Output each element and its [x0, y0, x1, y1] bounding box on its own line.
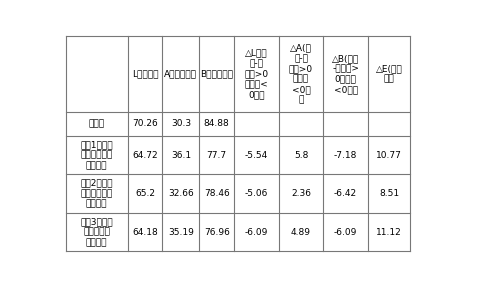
Text: △B(样品
-标样）>
0偏黄，
<0偏绿: △B(样品 -标样）> 0偏黄， <0偏绿 — [332, 54, 359, 94]
Text: 10.77: 10.77 — [376, 151, 402, 160]
Text: 64.72: 64.72 — [132, 151, 158, 160]
Text: △E(色差
值）: △E(色差 值） — [376, 64, 402, 84]
Text: 32.66: 32.66 — [168, 189, 194, 198]
Text: △L（样
品-标
样）>0
偏浅，<
0偏深: △L（样 品-标 样）>0 偏浅，< 0偏深 — [244, 49, 268, 99]
Text: 11.12: 11.12 — [376, 228, 402, 237]
Text: 76.96: 76.96 — [204, 228, 230, 237]
Text: L（深度）: L（深度） — [132, 69, 158, 79]
Text: 样品1（先加
高分子，后加
小分子）: 样品1（先加 高分子，后加 小分子） — [80, 140, 113, 170]
Text: -6.09: -6.09 — [334, 228, 357, 237]
Text: -6.09: -6.09 — [245, 228, 268, 237]
Text: -6.42: -6.42 — [334, 189, 357, 198]
Text: 78.46: 78.46 — [204, 189, 230, 198]
Text: 8.51: 8.51 — [379, 189, 399, 198]
Text: 标准样: 标准样 — [88, 120, 104, 128]
Text: 65.2: 65.2 — [135, 189, 155, 198]
Text: -5.06: -5.06 — [245, 189, 268, 198]
Text: 35.19: 35.19 — [168, 228, 194, 237]
Text: B（黄、兰）: B（黄、兰） — [200, 69, 233, 79]
Text: 77.7: 77.7 — [206, 151, 227, 160]
Text: -7.18: -7.18 — [334, 151, 357, 160]
Text: 84.88: 84.88 — [204, 120, 230, 128]
Text: 64.18: 64.18 — [132, 228, 158, 237]
Text: A（红、绿）: A（红、绿） — [164, 69, 198, 79]
Text: 70.26: 70.26 — [132, 120, 158, 128]
Text: 样品3（小分
子和高分子
一起加）: 样品3（小分 子和高分子 一起加） — [80, 217, 113, 247]
Text: 5.8: 5.8 — [294, 151, 308, 160]
Text: 4.89: 4.89 — [291, 228, 311, 237]
Text: 2.36: 2.36 — [291, 189, 311, 198]
Text: -5.54: -5.54 — [245, 151, 268, 160]
Text: 36.1: 36.1 — [171, 151, 191, 160]
Text: 30.3: 30.3 — [171, 120, 191, 128]
Text: 样品2（先加
小分子，后加
高分子）: 样品2（先加 小分子，后加 高分子） — [80, 179, 113, 208]
Text: △A(样
品-标
样）>0
偏红，
<0偏
绿: △A(样 品-标 样）>0 偏红， <0偏 绿 — [289, 43, 313, 105]
